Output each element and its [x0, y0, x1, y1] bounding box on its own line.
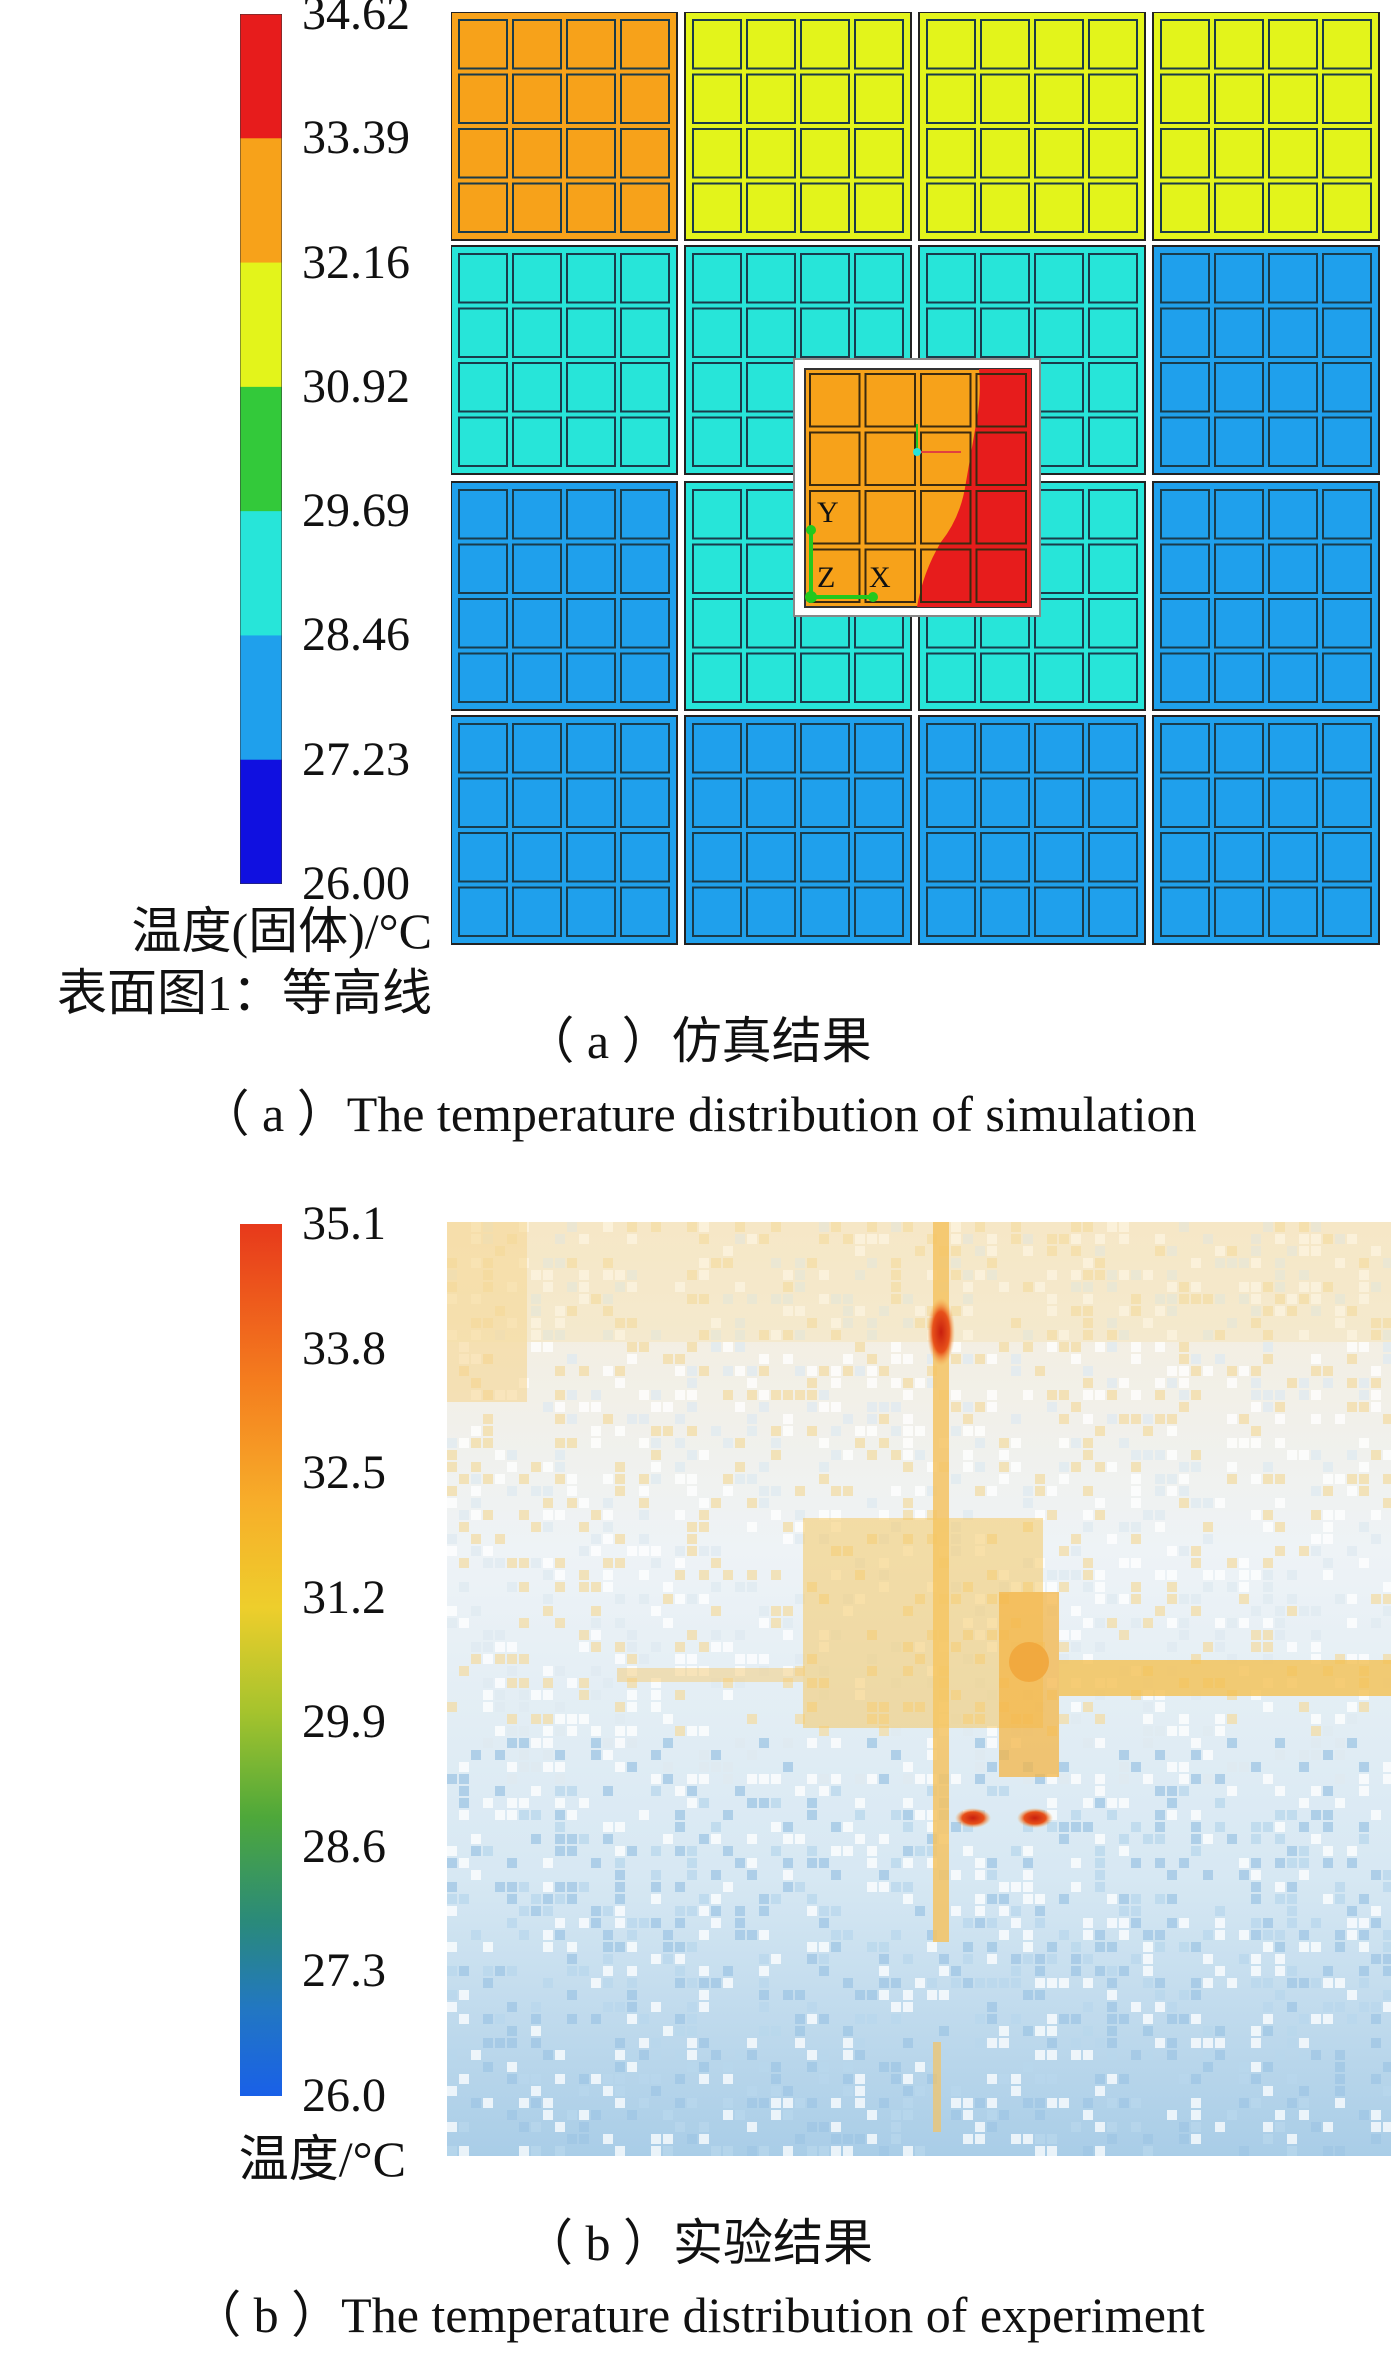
module-block	[451, 12, 678, 241]
caption-b-chinese: （ b ）实验结果	[523, 2215, 873, 2271]
module-block	[451, 245, 678, 475]
module-block	[918, 715, 1146, 945]
colorbar-b-tick-label: 26.0	[302, 2069, 386, 2122]
colorbar-b-tick-label: 28.6	[302, 1819, 386, 1873]
colorbar-a-tick-label: 27.23	[302, 732, 410, 786]
colorbar-a-tick-label: 34.62	[302, 0, 410, 40]
colorbar-a-legend-surface: 表面图1：等高线	[57, 965, 432, 1021]
caption-b-english: （ b ）The temperature distribution of exp…	[191, 2287, 1205, 2343]
colorbar-a-tick-label: 30.92	[302, 359, 410, 413]
colorbar-a-band	[240, 635, 282, 761]
caption-a-chinese: （ a ）仿真结果	[524, 1013, 872, 1069]
module-block	[451, 715, 678, 945]
colorbar-b	[240, 1224, 282, 2096]
colorbar-a-tick-label: 33.39	[302, 111, 410, 165]
colorbar-a-tick-label: 26.00	[302, 857, 410, 910]
colorbar-b-tick-label: 29.9	[302, 1695, 386, 1749]
experiment-heatmap	[447, 1222, 1391, 2156]
colorbar-a-legend-quantity: 温度(固体)/°C	[131, 903, 432, 959]
colorbar-b-legend: 温度/°C	[238, 2131, 406, 2187]
colorbar-b-tick-label: 31.2	[302, 1570, 386, 1624]
module-block	[684, 12, 912, 241]
module-block	[1152, 12, 1380, 241]
module-block	[918, 12, 1146, 241]
colorbar-a-band	[240, 262, 282, 388]
axis-label-z: Z	[817, 561, 835, 594]
module-block	[684, 715, 912, 945]
colorbar-a-tick-label: 28.46	[302, 608, 410, 662]
axis-label-y: Y	[817, 496, 839, 529]
colorbar-a-band	[240, 511, 282, 636]
colorbar-a-band	[240, 14, 282, 139]
colorbar-a-tick-label: 32.16	[302, 235, 410, 289]
colorbar-a-band	[240, 138, 282, 264]
colorbar-b-tick-label: 33.8	[302, 1321, 386, 1375]
colorbar-b-tick-label: 27.3	[302, 1944, 386, 1998]
colorbar-b-tick-label: 32.5	[302, 1446, 386, 1500]
module-block	[1152, 715, 1380, 945]
simulation-heatmap: Y Z X	[451, 12, 1380, 945]
colorbar-a-band	[240, 386, 282, 512]
center-block: Y Z X	[793, 358, 1041, 617]
colorbar-b-tick-label: 35.1	[302, 1197, 386, 1250]
colorbar-a-band	[240, 759, 282, 884]
module-block	[1152, 481, 1380, 711]
axis-label-x: X	[869, 561, 891, 594]
module-block	[451, 481, 678, 711]
module-block	[1152, 245, 1380, 475]
colorbar-a-tick-label: 29.69	[302, 484, 410, 538]
caption-a-english: （ a ）The temperature distribution of sim…	[199, 1086, 1197, 1142]
colorbar-a	[240, 14, 282, 884]
